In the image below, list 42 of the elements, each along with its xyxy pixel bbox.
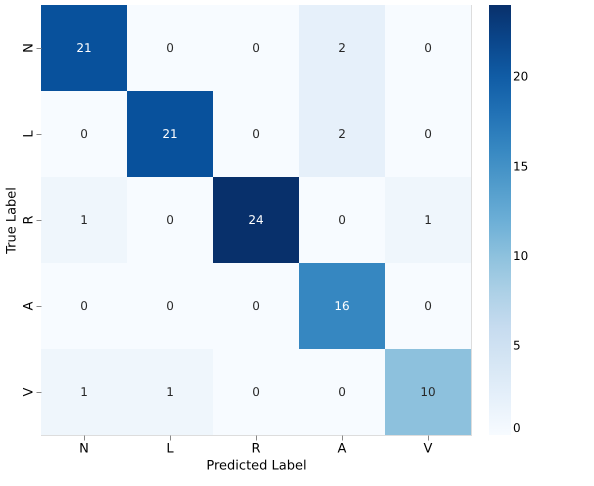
x-tick-label: N [79, 442, 89, 456]
data-label: 0 [252, 385, 260, 399]
y-tick-label: A [22, 301, 36, 310]
x-tick-label: V [424, 442, 433, 456]
data-label: 0 [166, 213, 174, 227]
data-label: 10 [420, 385, 436, 399]
data-label: 2 [338, 127, 346, 141]
data-label: 1 [80, 213, 88, 227]
color-bar-label: 0 [513, 421, 521, 435]
color-bar-label: 15 [513, 159, 528, 174]
data-label: 0 [252, 299, 260, 313]
data-label: 0 [166, 299, 174, 313]
data-label: 0 [80, 299, 88, 313]
data-label: 0 [424, 41, 432, 55]
data-label: 0 [424, 127, 432, 141]
color-bar-label: 20 [513, 70, 528, 84]
data-label: 24 [248, 213, 264, 227]
x-tick-label: A [338, 442, 347, 456]
color-bar-label: 10 [513, 248, 528, 263]
data-label: 21 [162, 127, 178, 141]
data-label: 0 [338, 385, 346, 399]
x-axis-title: Predicted Label [206, 458, 307, 474]
data-label: 2 [338, 41, 346, 55]
data-label: 0 [166, 41, 174, 55]
data-label: 1 [166, 385, 174, 399]
data-label: 0 [338, 213, 346, 227]
data-label: 0 [252, 41, 260, 55]
y-tick-label: L [22, 130, 36, 138]
data-label: 1 [424, 213, 432, 227]
data-label: 0 [80, 127, 88, 141]
x-tick-label: R [251, 442, 261, 456]
color-bar-label: 5 [513, 338, 521, 352]
x-tick-label: L [166, 442, 174, 456]
y-tick-label: N [22, 43, 36, 53]
data-label: 21 [76, 41, 92, 55]
y-tick-label: V [22, 387, 36, 396]
data-label: 0 [252, 127, 260, 141]
data-label: 0 [424, 299, 432, 313]
y-tick-label: R [22, 215, 36, 225]
data-label: 1 [80, 385, 88, 399]
y-axis-title: True Label [4, 187, 20, 255]
data-label: 16 [334, 299, 350, 313]
